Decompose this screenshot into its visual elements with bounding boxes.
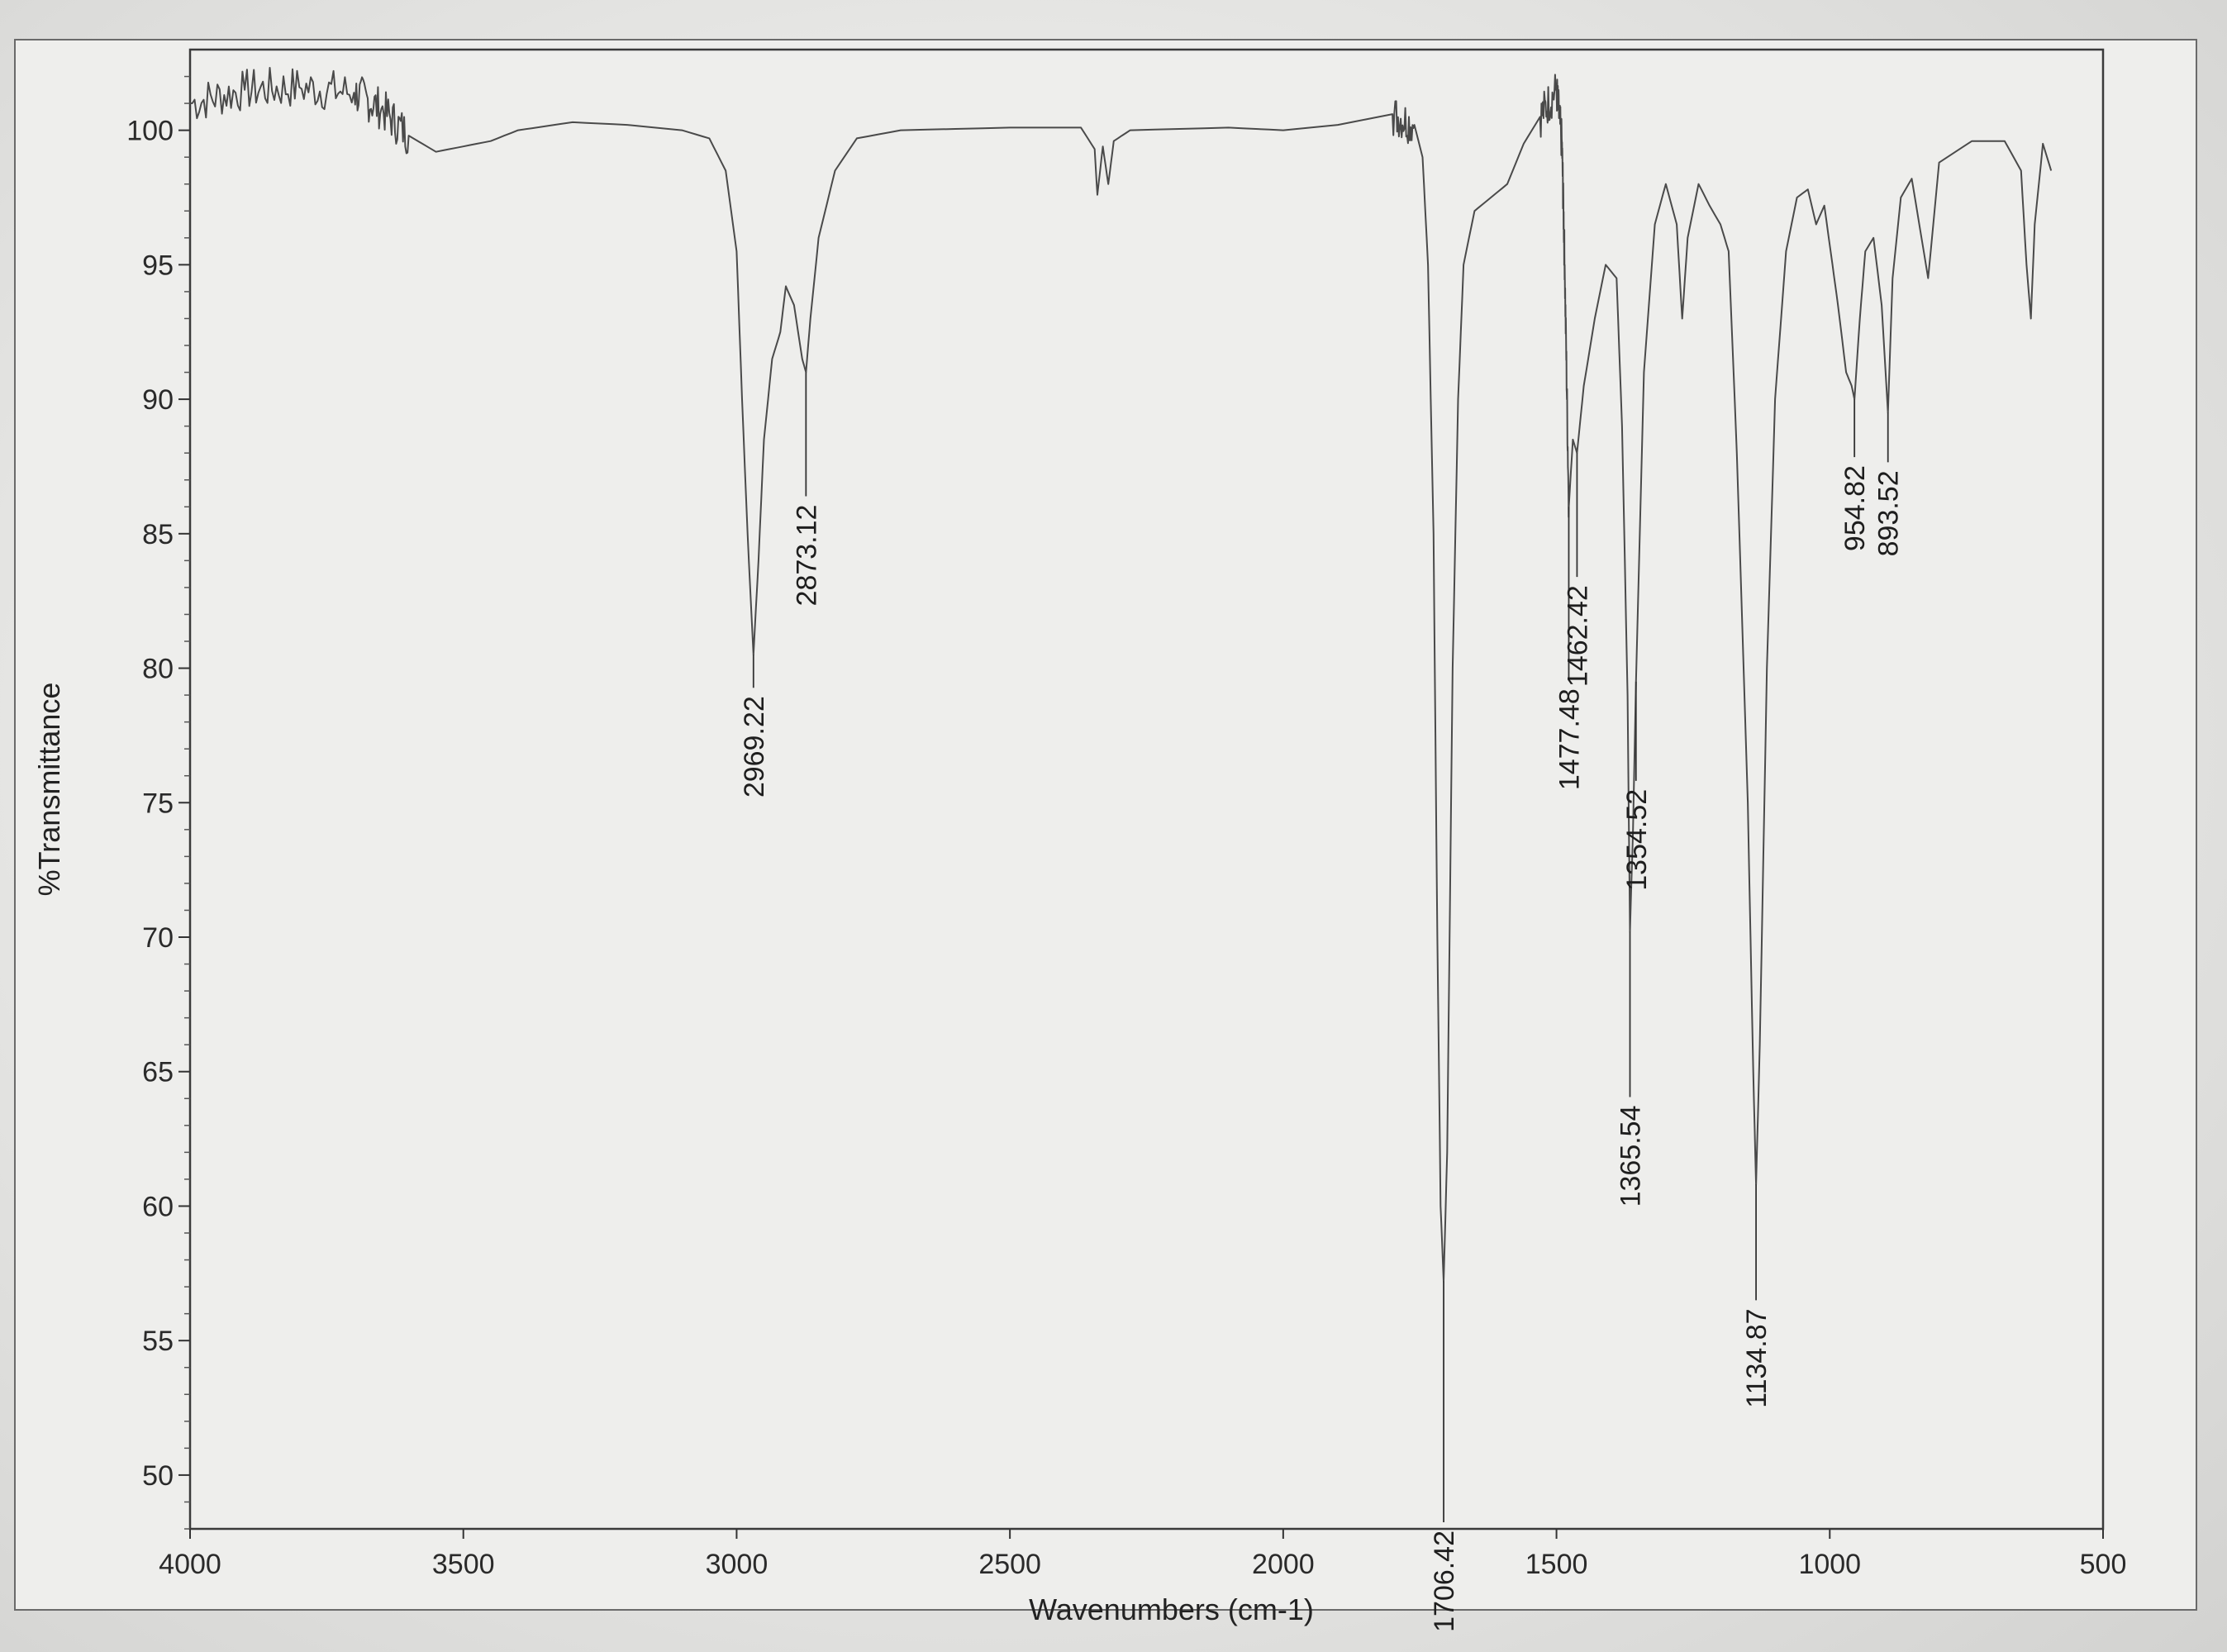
x-tick-label-3500: 3500 xyxy=(432,1549,495,1580)
y-tick-label-65: 65 xyxy=(142,1057,174,1088)
y-tick-label-100: 100 xyxy=(126,116,174,147)
y-tick-label-80: 80 xyxy=(142,654,174,685)
peak-label-1706.42: 1706.42 xyxy=(1429,1531,1460,1632)
peak-label-954.82: 954.82 xyxy=(1839,465,1871,551)
sheet-border xyxy=(14,39,2197,1611)
y-axis-title: %Transmittance xyxy=(32,683,66,897)
peak-label-1134.87: 1134.87 xyxy=(1741,1308,1773,1407)
y-tick-label-75: 75 xyxy=(142,788,174,819)
x-tick-label-2000: 2000 xyxy=(1252,1549,1315,1580)
x-tick-label-2500: 2500 xyxy=(978,1549,1041,1580)
y-tick-label-50: 50 xyxy=(142,1460,174,1492)
x-tick-label-1500: 1500 xyxy=(1525,1549,1588,1580)
peak-label-893.52: 893.52 xyxy=(1873,470,1905,556)
y-tick-label-70: 70 xyxy=(142,922,174,954)
x-axis-title: Wavenumbers (cm-1) xyxy=(1029,1592,1314,1626)
peak-label-1477.48: 1477.48 xyxy=(1554,688,1585,790)
peak-label-2873.12: 2873.12 xyxy=(791,505,822,607)
peak-label-2969.22: 2969.22 xyxy=(739,696,770,797)
y-tick-label-85: 85 xyxy=(142,519,174,550)
x-tick-label-500: 500 xyxy=(2080,1549,2127,1580)
peak-label-1354.52: 1354.52 xyxy=(1621,789,1653,891)
spectrum-line xyxy=(189,67,2053,1283)
peak-label-1462.42: 1462.42 xyxy=(1562,585,1593,687)
peak-label-1365.54: 1365.54 xyxy=(1616,1105,1647,1207)
y-tick-label-90: 90 xyxy=(142,384,174,416)
y-tick-label-60: 60 xyxy=(142,1191,174,1222)
plot-frame xyxy=(188,48,2105,1531)
x-tick-label-3000: 3000 xyxy=(706,1549,769,1580)
x-tick-label-1000: 1000 xyxy=(1798,1549,1861,1580)
y-tick-label-55: 55 xyxy=(142,1326,174,1357)
x-tick-label-4000: 4000 xyxy=(159,1549,221,1580)
y-tick-label-95: 95 xyxy=(142,250,174,281)
